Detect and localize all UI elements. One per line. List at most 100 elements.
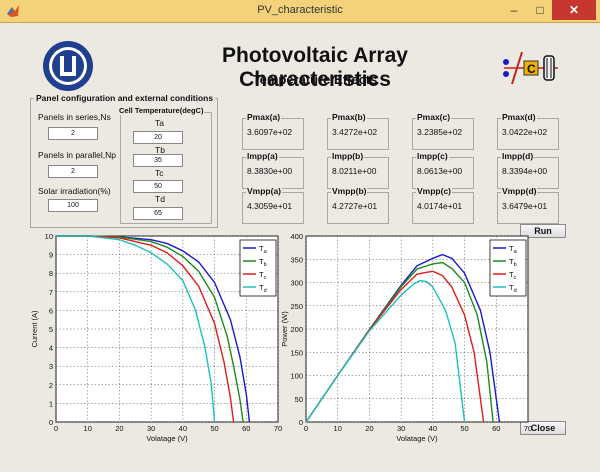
minimize-button[interactable]: – bbox=[510, 3, 518, 17]
pmax-b-value: 3.4272e+02 bbox=[332, 127, 378, 137]
pv-y-tick-label: 350 bbox=[290, 255, 303, 264]
iv-y-tick-label: 9 bbox=[49, 251, 53, 260]
iv-y-tick-label: 7 bbox=[49, 288, 53, 297]
impp-a-label: Impp(a) bbox=[246, 151, 279, 161]
pv-legend-label-c: Tc bbox=[509, 270, 517, 281]
iv-x-tick-label: 10 bbox=[84, 424, 92, 433]
pv-y-tick-label: 400 bbox=[290, 232, 303, 241]
iv-y-tick-label: 3 bbox=[49, 362, 53, 371]
pv-x-axis-label: Volatage (V) bbox=[396, 434, 438, 443]
iv-x-tick-label: 50 bbox=[210, 424, 218, 433]
td-label: Td bbox=[155, 194, 165, 204]
pv-y-tick-label: 150 bbox=[290, 348, 303, 357]
pmax-c-value: 3.2385e+02 bbox=[417, 127, 463, 137]
iv-x-tick-label: 20 bbox=[115, 424, 123, 433]
pmax-a-value: 3.6097e+02 bbox=[247, 127, 293, 137]
vmpp-b-label: Vmpp(b) bbox=[331, 186, 368, 196]
irradiation-label: Solar irradiation(%) bbox=[38, 186, 111, 196]
iv-legend-label-b: Tb bbox=[259, 257, 267, 268]
matlab-icon bbox=[7, 5, 19, 17]
tc-input[interactable]: 50 bbox=[133, 180, 183, 193]
impp-b-label: Impp(b) bbox=[331, 151, 365, 161]
main-title: Photovoltaic Array Characteristics bbox=[222, 44, 408, 91]
iv-y-tick-label: 6 bbox=[49, 306, 53, 315]
iv-y-tick-label: 10 bbox=[45, 232, 53, 241]
tb-label: Tb bbox=[155, 145, 165, 155]
iv-y-tick-label: 5 bbox=[49, 325, 53, 334]
iv-series-c bbox=[56, 235, 235, 423]
pmax-c-label: Pmax(c) bbox=[416, 112, 452, 122]
pv-legend-label-b: Tb bbox=[509, 257, 517, 268]
iv-x-tick-label: 40 bbox=[179, 424, 187, 433]
pv-x-tick-label: 50 bbox=[460, 424, 468, 433]
tb-input[interactable]: 35 bbox=[133, 154, 183, 167]
pv-x-tick-label: 70 bbox=[524, 424, 532, 433]
pv-x-tick-label: 60 bbox=[492, 424, 500, 433]
pv-legend-label-a: Ta bbox=[509, 244, 518, 255]
pv-x-tick-label: 10 bbox=[334, 424, 342, 433]
ta-label: Ta bbox=[155, 118, 164, 128]
pv-y-axis-label: Power (W) bbox=[280, 311, 289, 347]
pmax-b-label: Pmax(b) bbox=[331, 112, 367, 122]
impp-b-value: 8.0211e+00 bbox=[332, 166, 377, 176]
ns-label: Panels in series,Ns bbox=[38, 112, 111, 122]
irradiation-input[interactable]: 100 bbox=[48, 199, 98, 212]
impp-d-label: Impp(d) bbox=[501, 151, 535, 161]
np-label: Panels in parallel,Np bbox=[38, 150, 116, 160]
iv-y-tick-label: 1 bbox=[49, 399, 53, 408]
iv-y-tick-label: 2 bbox=[49, 381, 53, 390]
university-logo bbox=[43, 41, 93, 91]
pv-series-d bbox=[305, 279, 466, 423]
vmpp-c-value: 4.0174e+01 bbox=[417, 201, 463, 211]
pmax-d-value: 3.0422e+02 bbox=[502, 127, 548, 137]
pv-y-tick-label: 100 bbox=[290, 372, 303, 381]
impp-d-value: 8.3394e+00 bbox=[502, 166, 548, 176]
cell-temperature-legend: Cell Temperature(degC) bbox=[118, 106, 205, 115]
pmax-d-label: Pmax(d) bbox=[501, 112, 537, 122]
pv-y-tick-label: 300 bbox=[290, 279, 303, 288]
vmpp-d-value: 3.6479e+01 bbox=[502, 201, 548, 211]
iv-series-d bbox=[56, 235, 216, 423]
pv-x-tick-label: 30 bbox=[397, 424, 405, 433]
pv-x-tick-label: 20 bbox=[365, 424, 373, 433]
vmpp-a-value: 4.3059e+01 bbox=[247, 201, 293, 211]
vmpp-a-label: Vmpp(a) bbox=[246, 186, 282, 196]
tc-label: Tc bbox=[155, 168, 164, 178]
pv-y-tick-label: 200 bbox=[290, 325, 303, 334]
pv-y-tick-label: 250 bbox=[290, 302, 303, 311]
maximize-button[interactable]: □ bbox=[536, 3, 544, 17]
close-window-button[interactable]: ✕ bbox=[552, 0, 596, 20]
title-bar: PV_characteristic – □ ✕ bbox=[0, 0, 600, 23]
pv-legend-label-d: Td bbox=[509, 283, 517, 294]
pv-y-tick-label: 0 bbox=[299, 418, 303, 427]
ta-input[interactable]: 20 bbox=[133, 131, 183, 144]
ns-input[interactable]: 2 bbox=[48, 127, 98, 140]
iv-y-tick-label: 8 bbox=[49, 269, 53, 278]
close-button[interactable]: Close bbox=[520, 421, 566, 435]
impp-c-value: 8.0613e+00 bbox=[417, 166, 463, 176]
td-input[interactable]: 65 bbox=[133, 207, 183, 220]
svg-text:C: C bbox=[527, 62, 536, 76]
iv-x-tick-label: 70 bbox=[274, 424, 282, 433]
pv-x-tick-label: 0 bbox=[304, 424, 308, 433]
run-button[interactable]: Run bbox=[520, 224, 566, 238]
np-input[interactable]: 2 bbox=[48, 165, 98, 178]
pmax-a-label: Pmax(a) bbox=[246, 112, 282, 122]
pv-circuit-icon: C bbox=[503, 51, 558, 85]
iv-chart: 0 10 20 30 40 50 60 70 0 1 2 3 4 5 6 7 8 9 10 Volatage (V) C… bbox=[30, 232, 282, 443]
pv-y-tick-label: 50 bbox=[295, 395, 303, 404]
iv-y-axis-label: Current (A) bbox=[30, 310, 39, 348]
iv-legend-label-d: Td bbox=[259, 283, 267, 294]
impp-c-label: Impp(c) bbox=[416, 151, 449, 161]
iv-y-tick-label: 0 bbox=[49, 418, 53, 427]
impp-a-value: 8.3830e+00 bbox=[247, 166, 293, 176]
iv-x-tick-label: 60 bbox=[242, 424, 250, 433]
vmpp-c-label: Vmpp(c) bbox=[416, 186, 452, 196]
iv-x-axis-label: Volatage (V) bbox=[146, 434, 188, 443]
vmpp-b-value: 4.2727e+01 bbox=[332, 201, 378, 211]
pv-x-tick-label: 40 bbox=[429, 424, 437, 433]
iv-x-tick-label: 30 bbox=[147, 424, 155, 433]
iv-series-b bbox=[56, 235, 244, 423]
iv-legend-label-c: Tc bbox=[259, 270, 267, 281]
iv-x-tick-label: 0 bbox=[54, 424, 58, 433]
